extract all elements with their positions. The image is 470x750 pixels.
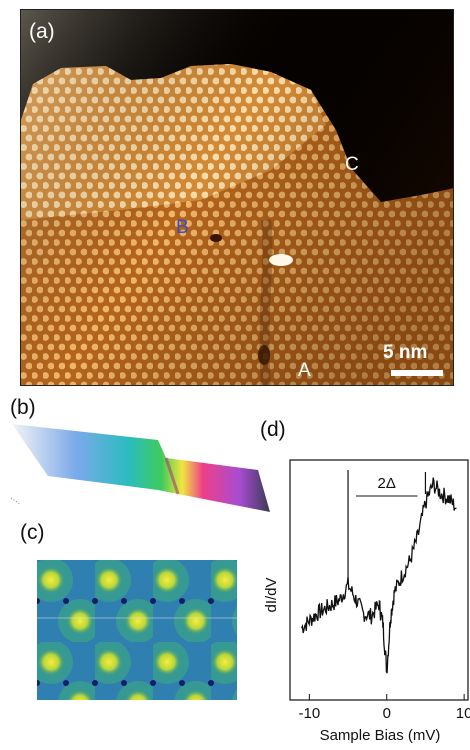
scale-bar-label: 5 nm — [383, 342, 427, 363]
panel-a-label: (a) — [29, 20, 55, 43]
atomic-lattice-image — [37, 560, 237, 700]
scale-bar — [391, 370, 443, 376]
panel-c-label: (c) — [20, 521, 45, 544]
y-axis-label: dI/dV — [263, 577, 280, 612]
panel-b-label: (b) — [10, 396, 36, 419]
dIdV-spectrum-chart: -10 0 10 2Δ dI/dV Sample Bias (mV) — [250, 450, 470, 745]
x-tick-label: 0 — [383, 705, 391, 722]
x-tick-label: -10 — [299, 705, 321, 722]
panel-d-label: (d) — [260, 418, 286, 441]
spectrum-series — [301, 477, 457, 674]
surface-3d-render — [8, 418, 276, 518]
gap-annotation: 2Δ — [378, 475, 396, 492]
x-axis-label: Sample Bias (mV) — [320, 727, 441, 744]
x-tick-label: 10 — [456, 705, 470, 722]
marker-a: A — [298, 360, 311, 381]
marker-c: C — [345, 154, 359, 175]
stm-topograph-image: (a) C B A 5 nm — [20, 9, 454, 386]
plot-frame — [289, 459, 469, 701]
marker-b: B — [176, 217, 189, 238]
